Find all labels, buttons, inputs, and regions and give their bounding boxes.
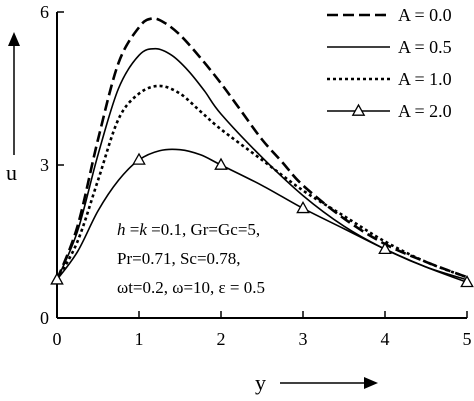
y-ticks: 0 3 6 xyxy=(40,2,64,328)
series-marker xyxy=(50,272,64,285)
x-tick-label: 5 xyxy=(463,329,472,349)
legend-label-4: A = 2.0 xyxy=(398,101,452,121)
y-tick-label: 6 xyxy=(40,2,49,22)
x-axis-title: y xyxy=(255,370,266,395)
legend-label-3: A = 1.0 xyxy=(398,69,452,89)
y-axis-title: u xyxy=(6,160,17,185)
series-line-3 xyxy=(55,84,468,281)
parameter-annotation: h =k =0.1, Gr=Gc=5, Pr=0.71, Sc=0.78, ωt… xyxy=(117,220,265,297)
y-tick-label: 0 xyxy=(40,308,49,328)
annotation-line-3: ωt=0.2, ω=10, ε = 0.5 xyxy=(117,278,265,297)
legend-label-2: A = 0.5 xyxy=(398,37,452,57)
x-tick-label: 1 xyxy=(135,329,144,349)
y-axis-title-group: u xyxy=(6,32,20,185)
series-layer xyxy=(55,17,468,284)
plot-area xyxy=(56,12,467,319)
x-tick-label: 2 xyxy=(217,329,226,349)
y-tick-label: 3 xyxy=(40,155,49,175)
annotation-line-1: h =k =0.1, Gr=Gc=5, xyxy=(117,220,260,239)
x-axis-arrowhead-icon xyxy=(364,377,378,389)
series-line-4 xyxy=(56,148,468,284)
legend-marker xyxy=(351,103,366,116)
x-axis-title-group: y xyxy=(255,370,378,395)
series-marker xyxy=(296,201,310,214)
legend: A = 0.0 A = 0.5 A = 1.0 A = 2.0 xyxy=(327,5,452,121)
series-marker xyxy=(378,241,392,255)
x-tick-label: 4 xyxy=(381,329,390,349)
series-marker xyxy=(132,152,146,165)
annotation-line-2: Pr=0.71, Sc=0.78, xyxy=(117,249,241,268)
series-line-1 xyxy=(55,17,468,281)
series-marker xyxy=(214,157,228,170)
legend-label-1: A = 0.0 xyxy=(398,5,452,25)
x-tick-label: 3 xyxy=(299,329,308,349)
y-axis-arrowhead-icon xyxy=(8,32,20,46)
x-tick-label: 0 xyxy=(53,329,62,349)
series-marker xyxy=(460,274,474,288)
markers-layer xyxy=(50,152,474,288)
x-ticks: 0 1 2 3 4 5 xyxy=(53,311,472,349)
